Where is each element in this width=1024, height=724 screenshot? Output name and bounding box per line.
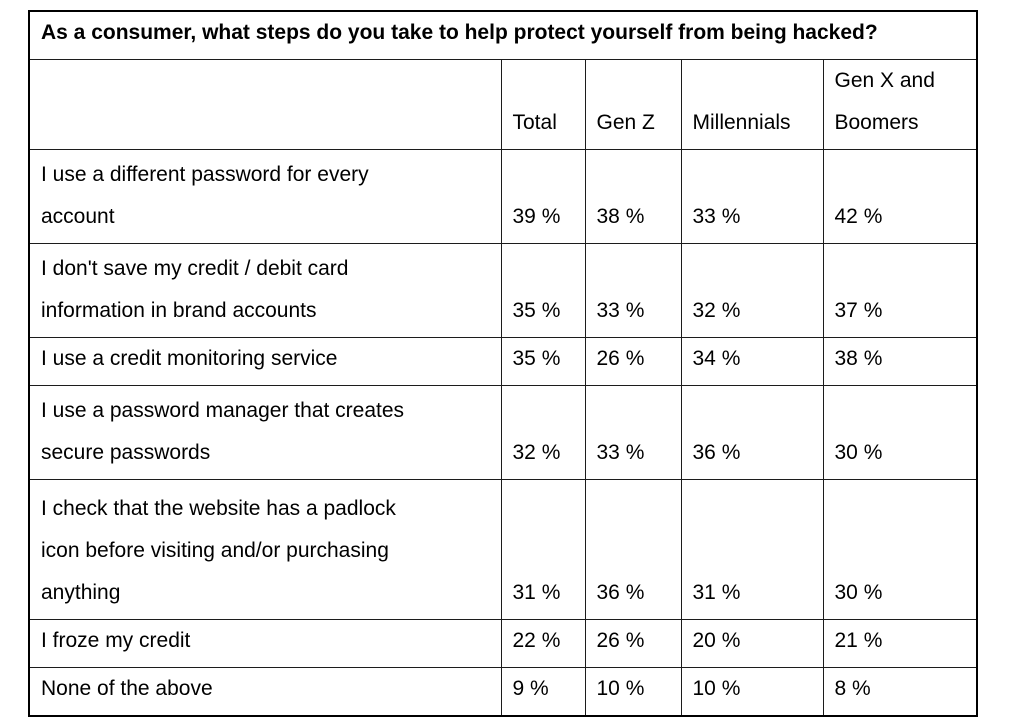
column-header-gen-x-boomers: Gen X and Boomers	[822, 59, 978, 150]
table-row-froze-credit: I froze my credit 22 % 26 % 20 % 21 %	[28, 619, 978, 668]
row-label: I froze my credit	[28, 619, 502, 668]
percent-cell-gen-z: 26 %	[584, 337, 682, 386]
table-row-password-manager: I use a password manager that creates se…	[28, 385, 978, 480]
percent-cell-total: 31 %	[500, 479, 586, 620]
header-row: Total Gen Z Millennials Gen X and Boomer…	[28, 59, 978, 150]
table-row-different-password: I use a different password for every acc…	[28, 149, 978, 244]
percent-cell-gen-x-boomers: 37 %	[822, 243, 978, 338]
percent-cell-gen-z: 33 %	[584, 385, 682, 480]
column-header-gen-z: Gen Z	[584, 59, 682, 150]
row-label: None of the above	[28, 667, 502, 717]
percent-cell-gen-z: 38 %	[584, 149, 682, 244]
title-row: As a consumer, what steps do you take to…	[28, 10, 978, 60]
percent-cell-millennials: 10 %	[680, 667, 824, 717]
percent-cell-total: 39 %	[500, 149, 586, 244]
table-row-credit-monitoring: I use a credit monitoring service 35 % 2…	[28, 337, 978, 386]
row-label: I use a password manager that creates se…	[28, 385, 502, 480]
table-row-padlock-icon: I check that the website has a padlock i…	[28, 479, 978, 620]
percent-cell-gen-z: 10 %	[584, 667, 682, 717]
percent-cell-gen-x-boomers: 8 %	[822, 667, 978, 717]
percent-cell-gen-x-boomers: 30 %	[822, 479, 978, 620]
percent-cell-millennials: 20 %	[680, 619, 824, 668]
percent-cell-gen-x-boomers: 42 %	[822, 149, 978, 244]
percent-cell-total: 22 %	[500, 619, 586, 668]
column-header-total: Total	[500, 59, 586, 150]
percent-cell-total: 35 %	[500, 337, 586, 386]
percent-cell-gen-z: 33 %	[584, 243, 682, 338]
row-label: I use a different password for every acc…	[28, 149, 502, 244]
percent-cell-millennials: 31 %	[680, 479, 824, 620]
percent-cell-total: 35 %	[500, 243, 586, 338]
percent-cell-gen-x-boomers: 21 %	[822, 619, 978, 668]
percent-cell-millennials: 32 %	[680, 243, 824, 338]
row-label: I use a credit monitoring service	[28, 337, 502, 386]
percent-cell-gen-z: 36 %	[584, 479, 682, 620]
percent-cell-gen-x-boomers: 38 %	[822, 337, 978, 386]
survey-table: As a consumer, what steps do you take to…	[28, 10, 978, 717]
percent-cell-gen-x-boomers: 30 %	[822, 385, 978, 480]
table-title: As a consumer, what steps do you take to…	[28, 10, 978, 60]
percent-cell-total: 32 %	[500, 385, 586, 480]
table-row-dont-save-card: I don't save my credit / debit card info…	[28, 243, 978, 338]
header-question-spacer	[28, 59, 502, 150]
percent-cell-total: 9 %	[500, 667, 586, 717]
percent-cell-millennials: 33 %	[680, 149, 824, 244]
percent-cell-millennials: 36 %	[680, 385, 824, 480]
row-label: I check that the website has a padlock i…	[28, 479, 502, 620]
table-row-none-of-the-above: None of the above 9 % 10 % 10 % 8 %	[28, 667, 978, 717]
percent-cell-millennials: 34 %	[680, 337, 824, 386]
row-label: I don't save my credit / debit card info…	[28, 243, 502, 338]
column-header-millennials: Millennials	[680, 59, 824, 150]
percent-cell-gen-z: 26 %	[584, 619, 682, 668]
